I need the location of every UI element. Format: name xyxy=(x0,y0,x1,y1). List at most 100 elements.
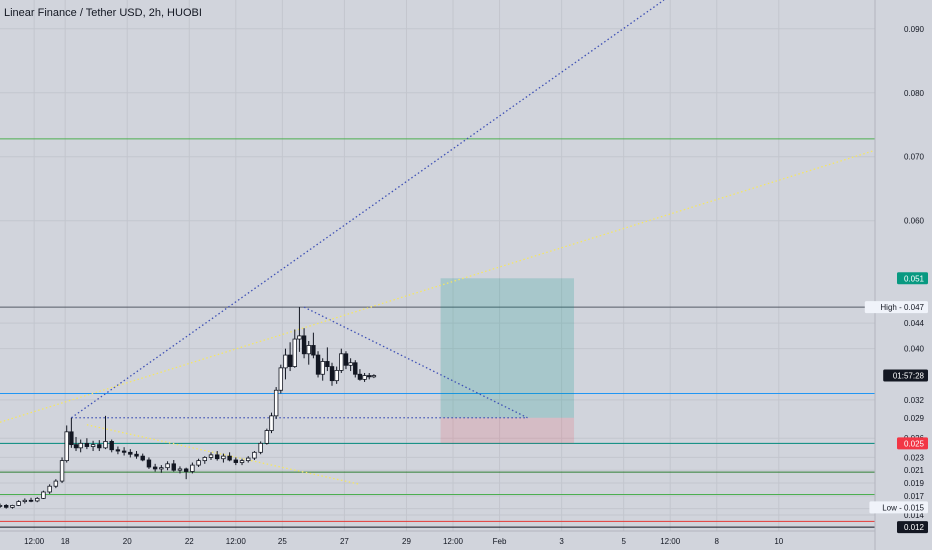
trend-line xyxy=(70,0,665,419)
price-tick-label: 0.044 xyxy=(904,319,925,328)
candle xyxy=(97,440,102,452)
candle xyxy=(22,498,28,504)
candle-body xyxy=(90,444,96,447)
price-tag: Low - 0.015 xyxy=(869,501,928,514)
candle-body xyxy=(273,389,279,417)
candle-body xyxy=(103,441,108,449)
price-tag-text: 0.051 xyxy=(904,274,925,283)
candle-body xyxy=(311,345,316,356)
candle-body xyxy=(109,441,114,451)
candle-body xyxy=(53,480,59,487)
candle xyxy=(221,453,226,463)
candle xyxy=(246,456,251,463)
candle-body xyxy=(315,354,321,375)
candle xyxy=(64,425,69,463)
price-tick-label: 0.090 xyxy=(904,25,925,34)
candle xyxy=(367,372,372,380)
price-tag: 0.051 xyxy=(897,272,928,285)
candle xyxy=(301,328,307,359)
candle-body xyxy=(146,459,152,468)
price-tag: High - 0.047 xyxy=(864,301,928,314)
time-tick-label: 18 xyxy=(61,537,70,546)
time-tick-label: 5 xyxy=(621,537,626,546)
candle-body xyxy=(239,460,245,463)
candle-body xyxy=(287,354,293,367)
price-tag-text: 0.025 xyxy=(904,439,925,448)
candle-body xyxy=(252,451,257,459)
candle-body xyxy=(208,454,214,458)
price-tags: 0.051 High - 0.047 01:57:28 0.029 0.025 Low -… xyxy=(864,272,928,534)
price-tag-text: 0.029 xyxy=(904,414,925,423)
price-tick-label: 0.019 xyxy=(904,479,925,488)
candle xyxy=(315,351,321,378)
candle xyxy=(227,452,232,462)
time-tick-label: 8 xyxy=(715,537,720,546)
candle-body xyxy=(221,455,226,460)
candle xyxy=(329,362,335,386)
long-position-tool[interactable] xyxy=(440,278,575,444)
time-tick-label: 25 xyxy=(278,537,287,546)
candle-body xyxy=(190,464,195,472)
candle-body xyxy=(202,457,207,462)
price-tick-label: 0.070 xyxy=(904,153,925,162)
candle-body xyxy=(134,453,139,457)
time-tick-label: 22 xyxy=(185,537,194,546)
candle xyxy=(196,458,201,468)
candle xyxy=(0,503,3,508)
trend-line xyxy=(0,149,876,423)
candle xyxy=(239,458,245,466)
candle-body xyxy=(47,485,52,493)
candle-body xyxy=(84,442,90,447)
time-tick-label: 29 xyxy=(402,537,411,546)
candle-body xyxy=(306,345,311,355)
time-tick-label: 3 xyxy=(559,537,564,546)
price-tag-bg xyxy=(864,301,928,314)
price-tag-text: High - 0.047 xyxy=(880,303,924,312)
candle-body xyxy=(362,375,367,380)
position-stop-zone[interactable] xyxy=(440,417,575,444)
candle-body xyxy=(78,442,83,449)
candle-body xyxy=(297,335,302,340)
candle xyxy=(287,342,293,372)
time-tick-label: 12:00 xyxy=(443,537,464,546)
candle xyxy=(306,340,311,365)
price-tick-label: 0.023 xyxy=(904,453,925,462)
price-axis[interactable]: 0.0900.0800.0700.0600.0440.0400.0320.026… xyxy=(904,25,925,520)
candle-body xyxy=(69,431,74,446)
candle xyxy=(353,360,358,378)
candle xyxy=(41,490,46,500)
candle-body xyxy=(357,373,363,380)
time-tick-label: 12:00 xyxy=(24,537,45,546)
price-tick-label: 0.014 xyxy=(904,511,925,520)
price-tick-label: 0.017 xyxy=(904,492,925,501)
time-tick-label: Feb xyxy=(493,537,507,546)
candle xyxy=(258,441,263,455)
candle xyxy=(16,500,21,507)
price-tag-bg xyxy=(883,369,928,382)
price-tag: 01:57:28 xyxy=(883,369,928,382)
position-target-zone[interactable] xyxy=(440,278,575,418)
candle xyxy=(214,451,220,461)
candle xyxy=(339,348,344,373)
chart-title: Linear Finance / Tether USD, 2h, HUOBI xyxy=(4,7,202,19)
candle-body xyxy=(73,444,79,449)
candle xyxy=(292,329,297,368)
price-tick-label: 0.060 xyxy=(904,217,925,226)
candle-body xyxy=(353,362,358,375)
candle xyxy=(128,449,133,458)
candle-body xyxy=(41,491,46,499)
time-tick-label: 10 xyxy=(774,537,783,546)
candle-body xyxy=(59,460,65,482)
candle-body xyxy=(320,361,325,375)
candle-body xyxy=(325,361,330,367)
time-axis[interactable]: 12:00 18 20 22 12:00 25 27 29 12:00 Feb 3 5 12:00 8 10 xyxy=(24,537,784,546)
candle xyxy=(4,504,9,509)
price-tick-label: 0.040 xyxy=(904,345,925,354)
candle-body xyxy=(35,497,40,502)
candle xyxy=(103,415,108,450)
time-tick-label: 12:00 xyxy=(226,537,247,546)
candle-body xyxy=(292,338,297,367)
horizontal-levels xyxy=(0,138,875,528)
grid-lines xyxy=(0,0,875,531)
